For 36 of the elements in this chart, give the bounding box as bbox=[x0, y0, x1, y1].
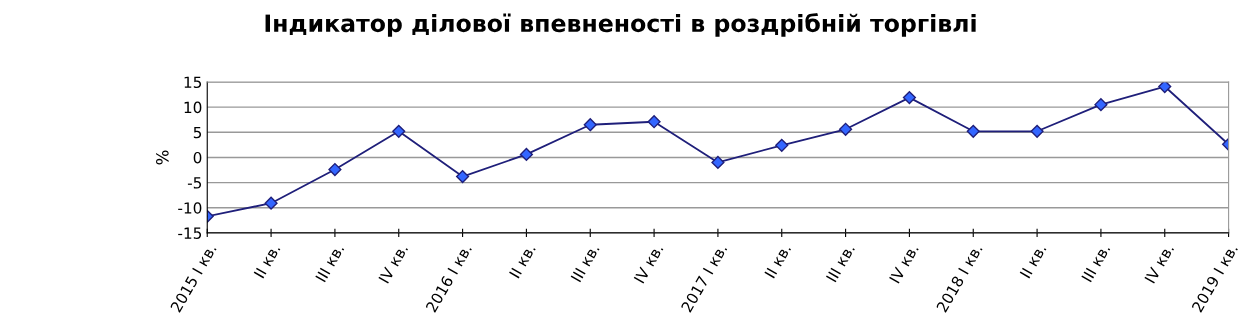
point bbox=[1030, 124, 1044, 138]
point bbox=[902, 91, 917, 105]
x-tick-label: IV кв. bbox=[889, 243, 919, 284]
x-tick-label: II кв. bbox=[509, 243, 536, 279]
x-tick-label: III кв. bbox=[1081, 243, 1111, 283]
point bbox=[392, 124, 406, 138]
point bbox=[1158, 82, 1172, 94]
x-tick-label: IV кв. bbox=[378, 243, 408, 284]
point bbox=[966, 124, 980, 138]
chart-title: Індикатор ділової впевненості в роздрібній торгівлі bbox=[265, 13, 976, 37]
y-tick-label: 10 bbox=[184, 101, 202, 114]
x-tick-label: III кв. bbox=[315, 243, 345, 283]
x-tick-label: IV кв. bbox=[1144, 243, 1174, 284]
point bbox=[328, 162, 342, 177]
point bbox=[519, 147, 534, 162]
point bbox=[711, 155, 725, 170]
x-tick-label: III кв. bbox=[826, 243, 855, 283]
point bbox=[838, 122, 853, 136]
y-tick-label: -10 bbox=[178, 202, 202, 214]
y-tick-label: 0 bbox=[193, 151, 202, 164]
y-tick-label: 15 bbox=[184, 76, 202, 89]
point bbox=[1094, 98, 1108, 112]
point bbox=[647, 115, 661, 129]
point bbox=[583, 118, 597, 132]
x-tick-label: II кв. bbox=[1019, 243, 1047, 279]
x-tick-label: II кв. bbox=[253, 243, 281, 279]
point bbox=[775, 138, 789, 152]
y-tick-label: 5 bbox=[193, 126, 202, 139]
x-tick-label: III кв. bbox=[570, 243, 600, 283]
x-tick-label: IV кв. bbox=[633, 243, 664, 284]
y-axis-title: % bbox=[156, 150, 169, 165]
point bbox=[264, 196, 278, 210]
y-tick-label: -15 bbox=[178, 227, 202, 239]
y-tick-label: -5 bbox=[187, 177, 202, 189]
point bbox=[455, 169, 470, 184]
x-tick-label: II кв. bbox=[764, 243, 791, 279]
